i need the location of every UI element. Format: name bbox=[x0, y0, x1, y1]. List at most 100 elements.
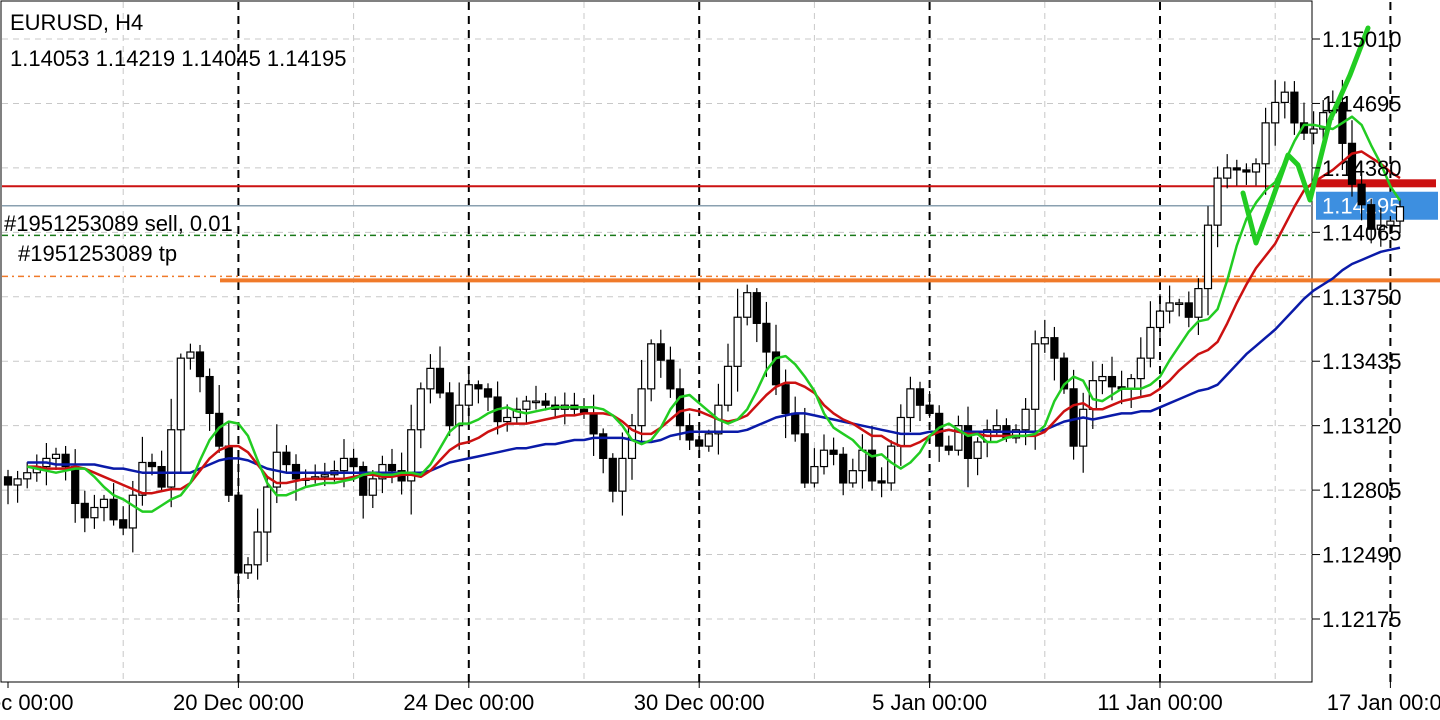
price-tick-label: 1.13120 bbox=[1322, 414, 1402, 439]
candle-bear bbox=[234, 494, 243, 574]
grid bbox=[2, 2, 1312, 682]
time-tick-label: 24 Dec 00:00 bbox=[403, 690, 534, 715]
candle-bull bbox=[1127, 378, 1136, 390]
candle-bear bbox=[599, 433, 608, 460]
candle-bear bbox=[1184, 302, 1193, 318]
candle-bear bbox=[791, 412, 800, 435]
price-tick-label: 1.14065 bbox=[1322, 220, 1402, 245]
candle-bull bbox=[1203, 224, 1213, 290]
candle-bull bbox=[1319, 112, 1328, 130]
candle-bull bbox=[1223, 167, 1232, 179]
ma-mid-line bbox=[27, 150, 1401, 495]
price-tick-label: 1.15010 bbox=[1322, 27, 1402, 52]
candle-bull bbox=[1098, 375, 1107, 382]
candle-bull bbox=[90, 506, 99, 519]
candle-bear bbox=[915, 388, 925, 406]
candle-bull bbox=[743, 292, 752, 318]
candle-bear bbox=[1290, 91, 1299, 124]
candle-bull bbox=[416, 388, 425, 431]
candle-bear bbox=[474, 384, 483, 390]
candle-bull bbox=[733, 316, 742, 367]
candle-bull bbox=[992, 425, 1001, 431]
candle-bull bbox=[13, 478, 22, 486]
candle-bull bbox=[263, 486, 272, 533]
candle-bull bbox=[23, 472, 32, 480]
candle-bear bbox=[1059, 357, 1069, 390]
candle-bull bbox=[512, 408, 521, 419]
candle-bull bbox=[1386, 220, 1395, 226]
price-tick-label: 1.14695 bbox=[1322, 91, 1402, 116]
candle-bear bbox=[1232, 167, 1241, 171]
candle-bull bbox=[647, 343, 656, 390]
candle-bull bbox=[896, 416, 905, 447]
candle-bull bbox=[1175, 302, 1184, 306]
candle-bull bbox=[1395, 206, 1405, 222]
candle-bear bbox=[3, 476, 13, 486]
candle-bull bbox=[186, 351, 195, 359]
candle-bear bbox=[109, 498, 118, 521]
candles bbox=[3, 79, 1405, 603]
candle-bull bbox=[368, 478, 377, 496]
candle-bear bbox=[435, 367, 445, 394]
candle-bull bbox=[1280, 91, 1289, 104]
price-tick-label: 1.14380 bbox=[1322, 156, 1402, 181]
candle-bear bbox=[963, 425, 973, 460]
candle-bull bbox=[1031, 343, 1040, 410]
candle-bear bbox=[61, 453, 70, 468]
candle-bull bbox=[176, 357, 185, 431]
candle-bull bbox=[253, 531, 262, 566]
time-tick-label: 17 Jan 00:00 bbox=[1327, 690, 1440, 715]
candle-bull bbox=[810, 465, 819, 484]
candle-bull bbox=[1194, 287, 1203, 318]
candle-bull bbox=[243, 564, 253, 574]
freehand-drawing bbox=[1240, 25, 1371, 246]
candle-bull bbox=[51, 453, 61, 460]
candle-bull bbox=[407, 429, 416, 482]
candle-bull bbox=[455, 404, 464, 427]
candle-bear bbox=[589, 412, 598, 435]
price-tick-label: 1.12490 bbox=[1322, 543, 1402, 568]
candle-bear bbox=[1242, 169, 1251, 173]
candle-bear bbox=[349, 457, 358, 468]
candle-bull bbox=[704, 433, 713, 447]
candle-bull bbox=[522, 400, 531, 410]
moving-averages bbox=[26, 115, 1402, 513]
candle-bear bbox=[608, 457, 617, 492]
candle-bear bbox=[771, 351, 781, 386]
candle-bull bbox=[1376, 224, 1385, 230]
candle-bull bbox=[1261, 122, 1270, 165]
candle-bull bbox=[954, 425, 963, 451]
candle-bear bbox=[80, 502, 89, 519]
candle-bull bbox=[320, 474, 329, 478]
candle-bear bbox=[829, 449, 838, 455]
candle-bull bbox=[637, 388, 646, 427]
candle-bull bbox=[138, 461, 147, 496]
candle-bear bbox=[1299, 122, 1309, 134]
take-profit-label[interactable]: #1951253089 tp bbox=[18, 241, 178, 266]
candle-bull bbox=[1021, 408, 1030, 431]
ohlc-readout: 1.14053 1.14219 1.14045 1.14195 bbox=[10, 46, 347, 71]
candle-bull bbox=[531, 400, 541, 404]
price-tick-label: 1.12175 bbox=[1322, 607, 1402, 632]
candle-bear bbox=[445, 392, 454, 427]
time-tick-label: 11 Jan 00:00 bbox=[1097, 690, 1223, 715]
candle-bear bbox=[387, 463, 397, 472]
candle-bull bbox=[339, 457, 349, 472]
candle-bear bbox=[781, 384, 790, 414]
candle-bear bbox=[282, 451, 291, 466]
candle-bull bbox=[906, 388, 915, 419]
candle-bull bbox=[1251, 163, 1261, 173]
candle-bull bbox=[723, 365, 733, 406]
symbol-timeframe-label: EURUSD, H4 bbox=[10, 10, 144, 35]
price-tick-label: 1.13750 bbox=[1322, 285, 1402, 310]
candle-bear bbox=[224, 445, 233, 496]
time-tick-label: 30 Dec 00:00 bbox=[634, 690, 765, 715]
position-label[interactable]: #1951253089 sell, 0.01 bbox=[4, 211, 233, 236]
candle-bull bbox=[618, 457, 627, 492]
candle-bear bbox=[1367, 204, 1376, 230]
candle-bull bbox=[99, 498, 109, 509]
candle-bear bbox=[800, 433, 809, 484]
plot-area[interactable] bbox=[0, 0, 1313, 683]
candle-bear bbox=[1107, 375, 1117, 388]
